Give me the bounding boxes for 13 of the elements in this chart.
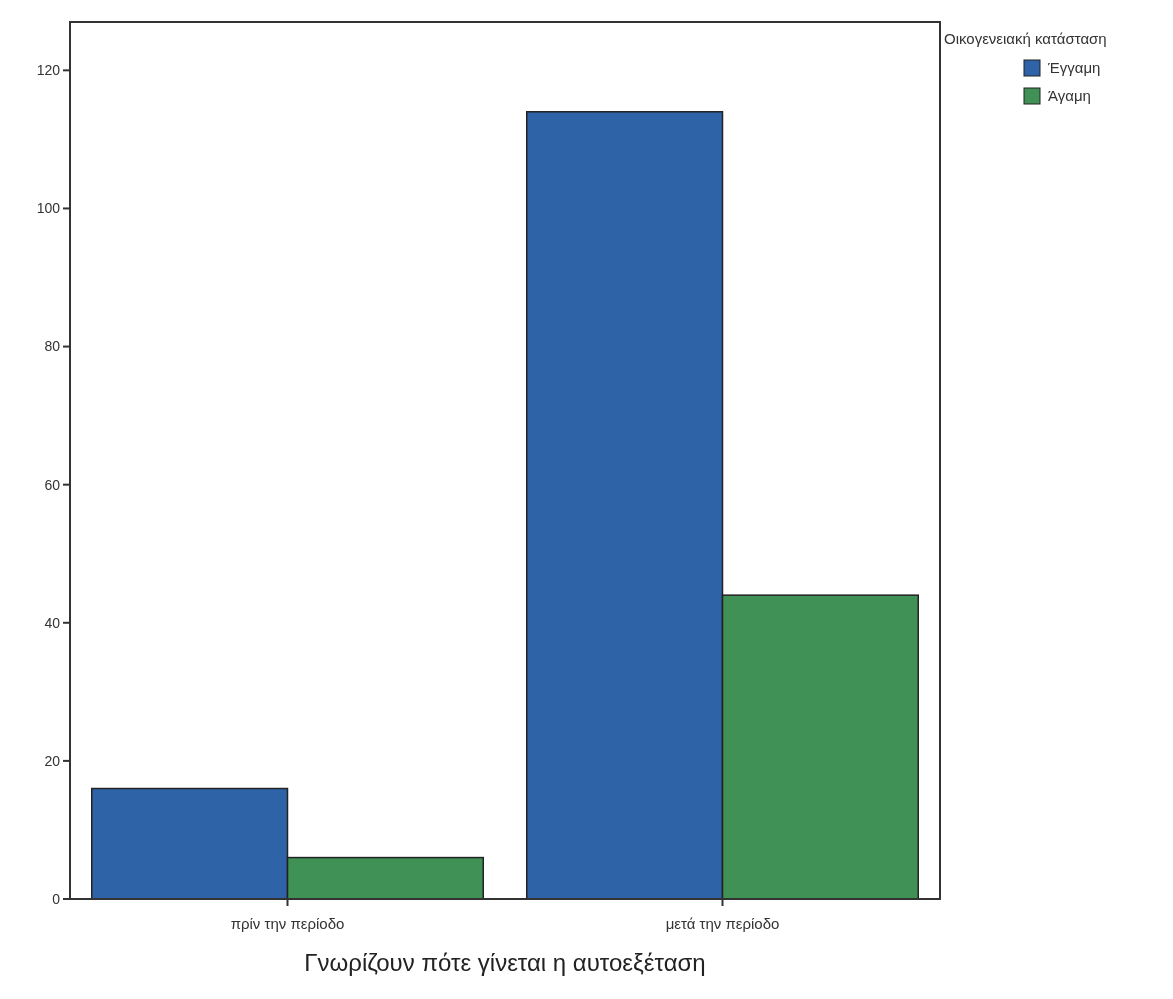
legend-title: Οικογενειακή κατάσταση — [944, 30, 1107, 47]
x-tick-label: μετά την περίοδο — [665, 915, 780, 932]
legend-label: Άγαμη — [1048, 87, 1091, 104]
y-tick-label: 60 — [44, 476, 61, 493]
legend-label: Έγγαμη — [1047, 59, 1101, 76]
y-tick-label: 120 — [36, 62, 61, 79]
y-tick-label: 0 — [52, 890, 61, 907]
y-tick-label: 100 — [36, 200, 61, 217]
y-tick-label: 80 — [44, 338, 61, 355]
y-tick-label: 40 — [44, 614, 61, 631]
x-tick-label: πρίν την περίοδο — [230, 915, 345, 932]
x-axis-title: Γνωρίζουν πότε γίνεται η αυτοεξέταση — [304, 949, 706, 976]
y-tick-label: 20 — [44, 752, 61, 769]
